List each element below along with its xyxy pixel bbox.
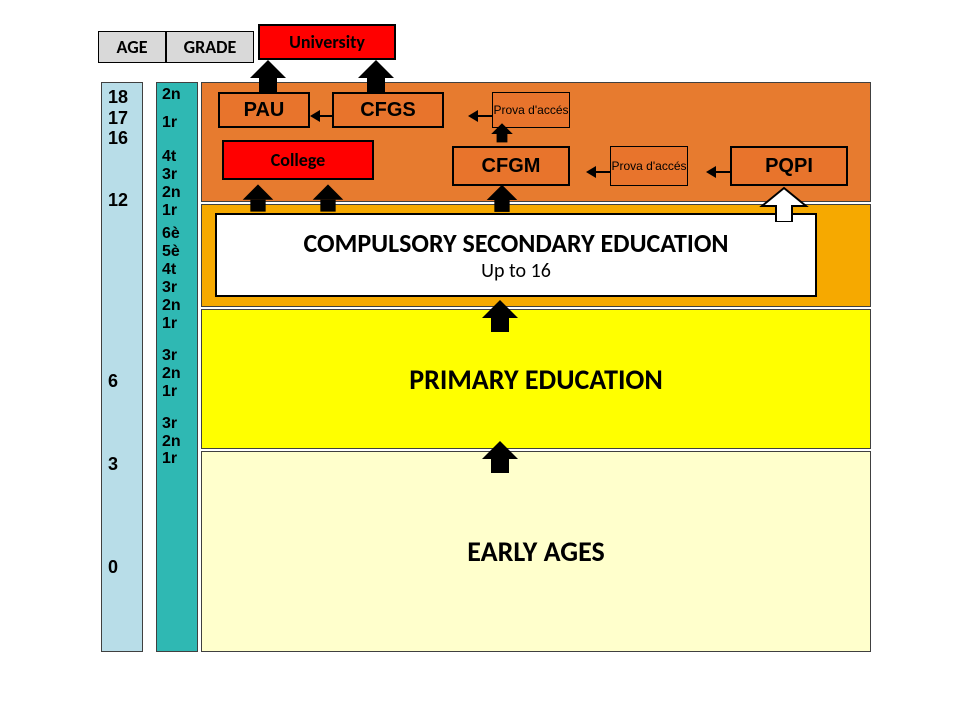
grade-val: 1r [162,383,192,401]
age-val [108,516,136,537]
header-age-label: AGE [117,36,148,58]
grade-val: 2n [162,297,192,315]
pau-label: PAU [244,99,285,122]
grade-val: 2n [162,365,192,383]
early-title: EARLY AGES [467,534,604,569]
arrow-left-icon [444,110,492,122]
header-age: AGE [98,31,166,63]
grade-val: 3r [162,166,192,184]
secondary-title: COMPULSORY SECONDARY EDUCATION [303,227,728,259]
age-val [108,433,136,454]
grade-val: 2n [162,86,192,104]
age-val [108,170,136,191]
grade-val: 3r [162,347,192,365]
grade-val: 1r [162,450,192,468]
grade-val: 5è [162,243,192,261]
grade-val: 3r [162,279,192,297]
cfgs-box: CFGS [332,92,444,128]
grade-val: 4t [162,261,192,279]
age-val: 12 [108,190,136,211]
pqpi-label: PQPI [765,155,813,178]
age-val: 18 [108,87,136,108]
cfgm-label: CFGM [482,155,541,178]
age-val: 3 [108,454,136,475]
primary-stage: PRIMARY EDUCATION [201,309,871,449]
grade-val: 1r [162,315,192,333]
secondary-overlay: COMPULSORY SECONDARY EDUCATION Up to 16 [215,213,817,297]
education-diagram: AGE GRADE University 18 17 16 12 6 3 0 [0,0,960,720]
university-box: University [258,24,396,60]
arrow-left-icon [570,166,610,178]
grade-val: 4t [162,148,192,166]
prova2-label: Prova d'accés [612,160,687,172]
grade-val: 1r [162,202,192,220]
age-val [108,315,136,336]
cfgs-label: CFGS [360,99,416,122]
age-val [108,232,136,253]
header-grade-label: GRADE [184,36,237,58]
age-val [108,392,136,413]
age-val: 17 [108,108,136,129]
grade-val: 1r [162,114,192,132]
university-label: University [289,31,365,53]
age-val [108,537,136,558]
age-val [108,475,136,496]
college-label: College [271,149,326,171]
header-grade: GRADE [166,31,254,63]
arrow-left-icon [688,166,730,178]
age-val [108,253,136,274]
white-arrow-icon [756,186,812,222]
cfgm-box: CFGM [452,146,570,186]
grade-val: 6è [162,225,192,243]
early-stage: EARLY AGES [201,451,871,652]
age-val [108,149,136,170]
age-column: 18 17 16 12 6 3 0 [101,82,143,652]
pau-box: PAU [218,92,310,128]
age-val [108,211,136,232]
grade-val: 2n [162,184,192,202]
age-val [108,495,136,516]
prova1-label: Prova d'accés [494,104,569,116]
age-val: 0 [108,557,136,578]
grade-val: 2n [162,433,192,451]
college-box: College [222,140,374,180]
age-val [108,294,136,315]
grade-column: 2n 1r 4t 3r 2n 1r 6è 5è 4t 3r 2n 1r 3r 2… [156,82,198,652]
prova2-box: Prova d'accés [610,146,688,186]
arrow-left-icon [310,110,334,122]
age-val: 16 [108,128,136,149]
secondary-subtitle: Up to 16 [481,259,551,283]
primary-title: PRIMARY EDUCATION [409,362,663,397]
age-val [108,273,136,294]
grade-val: 3r [162,415,192,433]
age-val: 6 [108,371,136,392]
pqpi-box: PQPI [730,146,848,186]
age-val [108,413,136,434]
